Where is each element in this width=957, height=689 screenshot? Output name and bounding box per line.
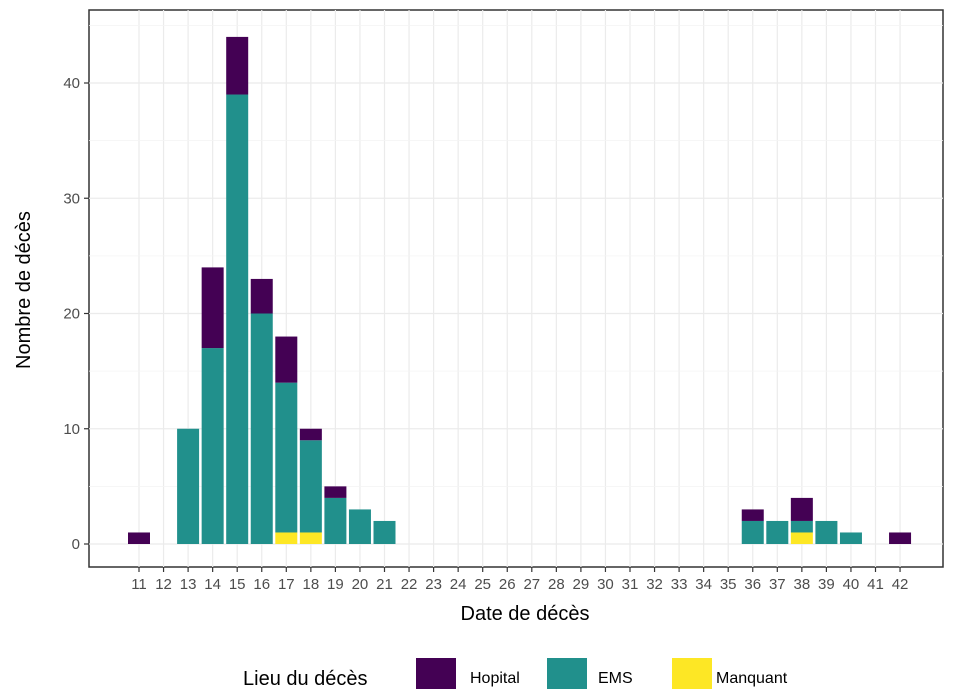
x-tick-label: 25	[474, 576, 491, 593]
x-tick-label: 16	[253, 576, 270, 593]
x-tick-label: 41	[867, 576, 884, 593]
x-tick-label: 23	[425, 576, 442, 593]
x-tick-label: 17	[278, 576, 295, 593]
x-tick-label: 19	[327, 576, 344, 593]
bar-segment	[324, 497, 347, 544]
x-tick-label: 38	[794, 576, 811, 593]
bar-segment	[128, 532, 150, 544]
bar-segment	[275, 532, 298, 544]
bar-segment	[201, 267, 224, 349]
x-axis-title: Date de décès	[461, 603, 590, 625]
y-axis-title: Nombre de décès	[13, 211, 35, 369]
bar-segment	[373, 520, 396, 544]
x-tick-label: 30	[597, 576, 614, 593]
bar-segment	[299, 440, 322, 533]
y-tick-label: 40	[63, 75, 80, 92]
x-tick-label: 21	[376, 576, 393, 593]
x-tick-label: 18	[303, 576, 320, 593]
bar-segment	[250, 313, 273, 544]
x-tick-label: 27	[523, 576, 540, 593]
x-tick-label: 40	[843, 576, 860, 593]
x-tick-label: 15	[229, 576, 246, 593]
y-tick-label: 30	[63, 190, 80, 207]
bar-segment	[226, 36, 249, 95]
bar-segment	[741, 509, 764, 521]
x-tick-label: 35	[720, 576, 737, 593]
x-tick-label: 13	[180, 576, 197, 593]
bar-segment	[299, 532, 322, 544]
legend-title: Lieu du décès	[243, 668, 368, 689]
bar-segment	[790, 520, 813, 533]
x-tick-label: 36	[744, 576, 761, 593]
legend-key	[547, 658, 587, 689]
x-tick-label: 14	[204, 576, 221, 593]
bar-segment	[275, 336, 298, 383]
bar-segment	[348, 509, 371, 544]
x-tick-label: 11	[131, 576, 147, 593]
x-tick-label: 12	[155, 576, 172, 593]
x-tick-label: 42	[892, 576, 909, 593]
legend-label: Hopital	[470, 670, 520, 687]
bar-segment	[226, 94, 249, 545]
bar-segment	[790, 532, 813, 544]
bar-segment	[839, 532, 862, 544]
legend-label: EMS	[598, 670, 633, 687]
x-tick-label: 37	[769, 576, 786, 593]
x-axis-ticks: 11 12 13 14 15 16 17 18 19 20 21 22 23 24 25 26 27 28 29 30…	[131, 567, 908, 593]
y-tick-label: 20	[63, 306, 80, 323]
x-tick-label: 39	[818, 576, 835, 593]
legend-key	[416, 658, 456, 689]
y-axis-ticks: 0 10 20 30 40	[63, 75, 89, 553]
bar-segment	[299, 428, 322, 441]
bar-segment	[177, 428, 200, 544]
x-tick-label: 29	[573, 576, 590, 593]
x-tick-label: 22	[401, 576, 418, 593]
x-tick-label: 20	[352, 576, 369, 593]
x-tick-label: 31	[622, 576, 639, 593]
x-tick-label: 32	[646, 576, 663, 593]
legend: Lieu du décès Hopital EMS Manquant	[243, 658, 788, 689]
legend-key	[672, 658, 712, 689]
x-tick-label: 24	[450, 576, 467, 593]
x-tick-label: 28	[548, 576, 565, 593]
bar-segment	[324, 486, 347, 498]
bar-segment	[741, 520, 764, 544]
bar-segment	[201, 348, 224, 544]
y-tick-label: 10	[63, 421, 80, 438]
bar-segment	[889, 532, 912, 544]
bar-segment	[815, 520, 838, 544]
x-tick-label: 34	[695, 576, 712, 593]
bars	[128, 36, 912, 545]
bar-segment	[766, 520, 789, 544]
y-tick-label: 0	[72, 536, 80, 553]
x-tick-label: 33	[671, 576, 688, 593]
x-tick-label: 26	[499, 576, 516, 593]
bar-segment	[250, 278, 273, 314]
legend-label: Manquant	[716, 670, 788, 687]
bar-segment	[790, 497, 813, 521]
bar-segment	[275, 382, 298, 533]
